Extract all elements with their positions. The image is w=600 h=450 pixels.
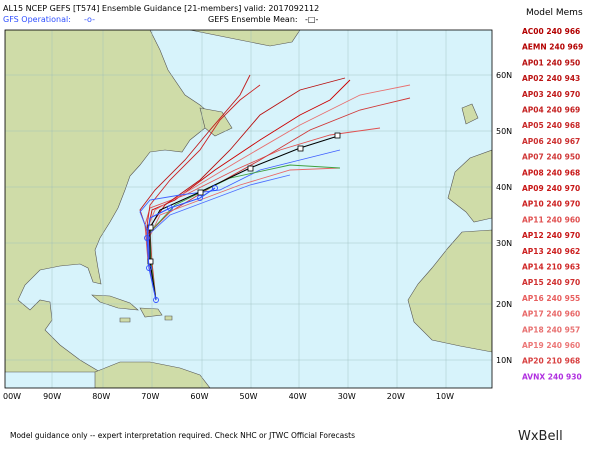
legend-entry: AP14 210 963 [522, 263, 580, 272]
legend-entry: AP13 240 962 [522, 247, 580, 256]
legend-entry: AVNX 240 930 [522, 372, 582, 381]
lon-label: 80W [92, 392, 110, 401]
legend-entry: AP07 240 950 [522, 153, 580, 162]
title: AL15 NCEP GEFS [T574] Ensemble Guidance … [3, 4, 319, 13]
legend-entry: AP17 240 960 [522, 310, 580, 319]
legend-entry: AP20 210 968 [522, 357, 580, 366]
legend-entry: AP02 240 943 [522, 74, 580, 83]
legend-entry: AP06 240 967 [522, 137, 580, 146]
legend-entry: AEMN 240 969 [522, 43, 583, 52]
legend-entry: AC00 240 966 [522, 27, 580, 36]
legend-entry: AP04 240 969 [522, 106, 580, 115]
legend-entry: AP09 240 970 [522, 184, 580, 193]
brand: WxBell [518, 429, 563, 444]
legend-entry: AP15 240 970 [522, 278, 580, 287]
lat-label: 10N [496, 356, 512, 365]
map-frame [4, 29, 493, 389]
legend-entry: AP11 240 960 [522, 215, 580, 224]
lon-label: 90W [43, 392, 61, 401]
lat-label: 40N [496, 183, 512, 192]
gfs-symbol: -o- [84, 15, 95, 24]
ensemble-tracks [139, 74, 411, 301]
legend-entry: AP05 240 968 [522, 121, 580, 130]
ensemble-mean-markers [147, 132, 341, 265]
gfs-operational-markers [144, 185, 218, 303]
legend-entry: AP12 240 970 [522, 231, 580, 240]
lon-label: 20W [387, 392, 405, 401]
lat-label: 30N [496, 239, 512, 248]
legend-entry: AP19 240 960 [522, 341, 580, 350]
legend-entry: AP16 240 955 [522, 294, 580, 303]
gfs-operational-track [146, 187, 216, 301]
footer-note: Model guidance only -- expert interpreta… [10, 431, 355, 440]
graticule [5, 30, 492, 388]
lon-label: 30W [338, 392, 356, 401]
lon-labels: 00W 90W 80W 70W 60W 50W 40W 30W 20W 10W [3, 392, 454, 401]
legend-entry: AP18 240 957 [522, 325, 580, 334]
mean-symbol: -□- [305, 15, 318, 24]
lat-label: 50N [496, 127, 512, 136]
legend-entry: AP01 240 950 [522, 58, 580, 67]
lat-label: 60N [496, 71, 512, 80]
lon-label: 70W [141, 392, 159, 401]
map-area [5, 30, 492, 388]
lon-label: 00W [3, 392, 21, 401]
legend-title: Model Mems [526, 8, 583, 18]
legend-entry: AP10 240 970 [522, 200, 580, 209]
mean-label: GEFS Ensemble Mean: [208, 15, 298, 24]
lon-label: 10W [436, 392, 454, 401]
lon-label: 50W [240, 392, 258, 401]
lat-labels: 60N 50N 40N 30N 20N 10N [496, 71, 512, 365]
lat-label: 20N [496, 300, 512, 309]
lon-label: 60W [190, 392, 208, 401]
legend-entry: AP03 240 970 [522, 90, 580, 99]
land [5, 30, 492, 388]
legend: AC00 240 966 AEMN 240 969 AP01 240 950 AP02… [522, 27, 583, 381]
ensemble-mean-track [149, 135, 339, 301]
legend-entry: AP08 240 968 [522, 168, 580, 177]
lon-label: 40W [289, 392, 307, 401]
gfs-label: GFS Operational: [3, 15, 71, 24]
